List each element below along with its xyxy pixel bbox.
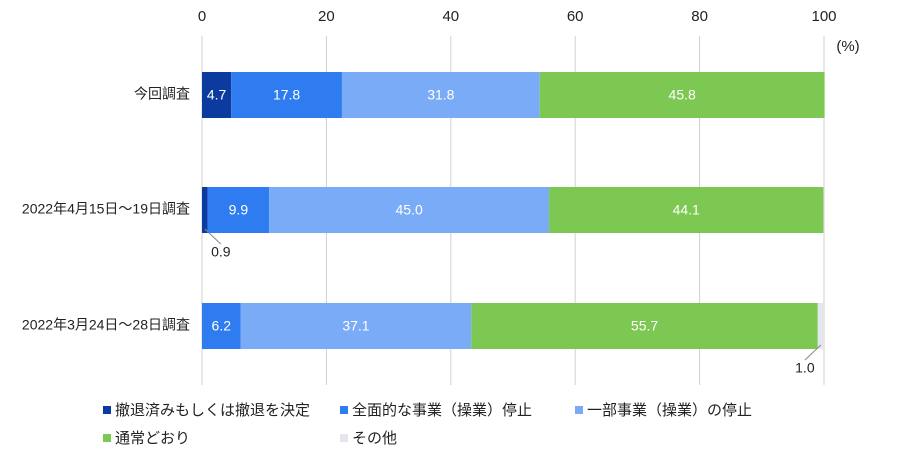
value-label: 55.7 [631, 318, 658, 334]
x-tick-label: 0 [198, 8, 206, 25]
x-tick-label: 80 [691, 8, 708, 25]
bar-segment [202, 187, 208, 233]
legend-label: 全面的な事業（操業）停止 [352, 401, 532, 419]
leader-line [804, 344, 822, 361]
x-tick-label: 20 [318, 8, 335, 25]
bar-segment [539, 72, 825, 118]
bar-segment [231, 72, 342, 118]
value-label: 44.1 [673, 202, 700, 218]
bar-segment [269, 187, 550, 233]
value-label: 4.7 [207, 87, 227, 103]
legend-swatch [340, 434, 348, 442]
value-label: 37.1 [342, 318, 369, 334]
bar-segment [471, 303, 818, 349]
x-tick-label: 60 [567, 8, 584, 25]
legend-label: 撤退済みもしくは撤退を決定 [115, 402, 310, 419]
legend-swatch [575, 406, 583, 414]
value-label: 45.0 [396, 202, 423, 218]
value-label: 1.0 [795, 360, 815, 376]
legend-swatch [103, 434, 111, 442]
legend-swatch [340, 406, 348, 414]
bar-segment [240, 303, 472, 349]
bar-segment [341, 72, 540, 118]
x-tick-label: 40 [442, 8, 459, 25]
value-label: 6.2 [212, 318, 232, 334]
bar-segment [207, 187, 270, 233]
y-tick-label: 今回調査 [134, 86, 190, 102]
bar-segment [549, 187, 824, 233]
value-label: 31.8 [427, 87, 454, 103]
legend-swatch [103, 406, 111, 414]
y-tick-label: 2022年4月15日～19日調査 [22, 201, 190, 217]
value-label: 45.8 [669, 87, 696, 103]
legend-label: 一部事業（操業）の停止 [587, 402, 752, 419]
y-tick-label: 2022年3月24日～28日調査 [22, 317, 190, 333]
value-label: 17.8 [273, 87, 300, 103]
leader-line [204, 228, 222, 245]
bar-segment [817, 303, 824, 349]
x-tick-label: 100 [811, 8, 836, 25]
unit-label: (%) [836, 38, 859, 55]
legend-label: その他 [352, 430, 397, 447]
bar-segment [202, 303, 241, 349]
value-label: 0.9 [211, 244, 231, 260]
bar-segment [202, 72, 232, 118]
legend-label: 通常どおり [115, 430, 190, 447]
value-label: 9.9 [229, 202, 249, 218]
